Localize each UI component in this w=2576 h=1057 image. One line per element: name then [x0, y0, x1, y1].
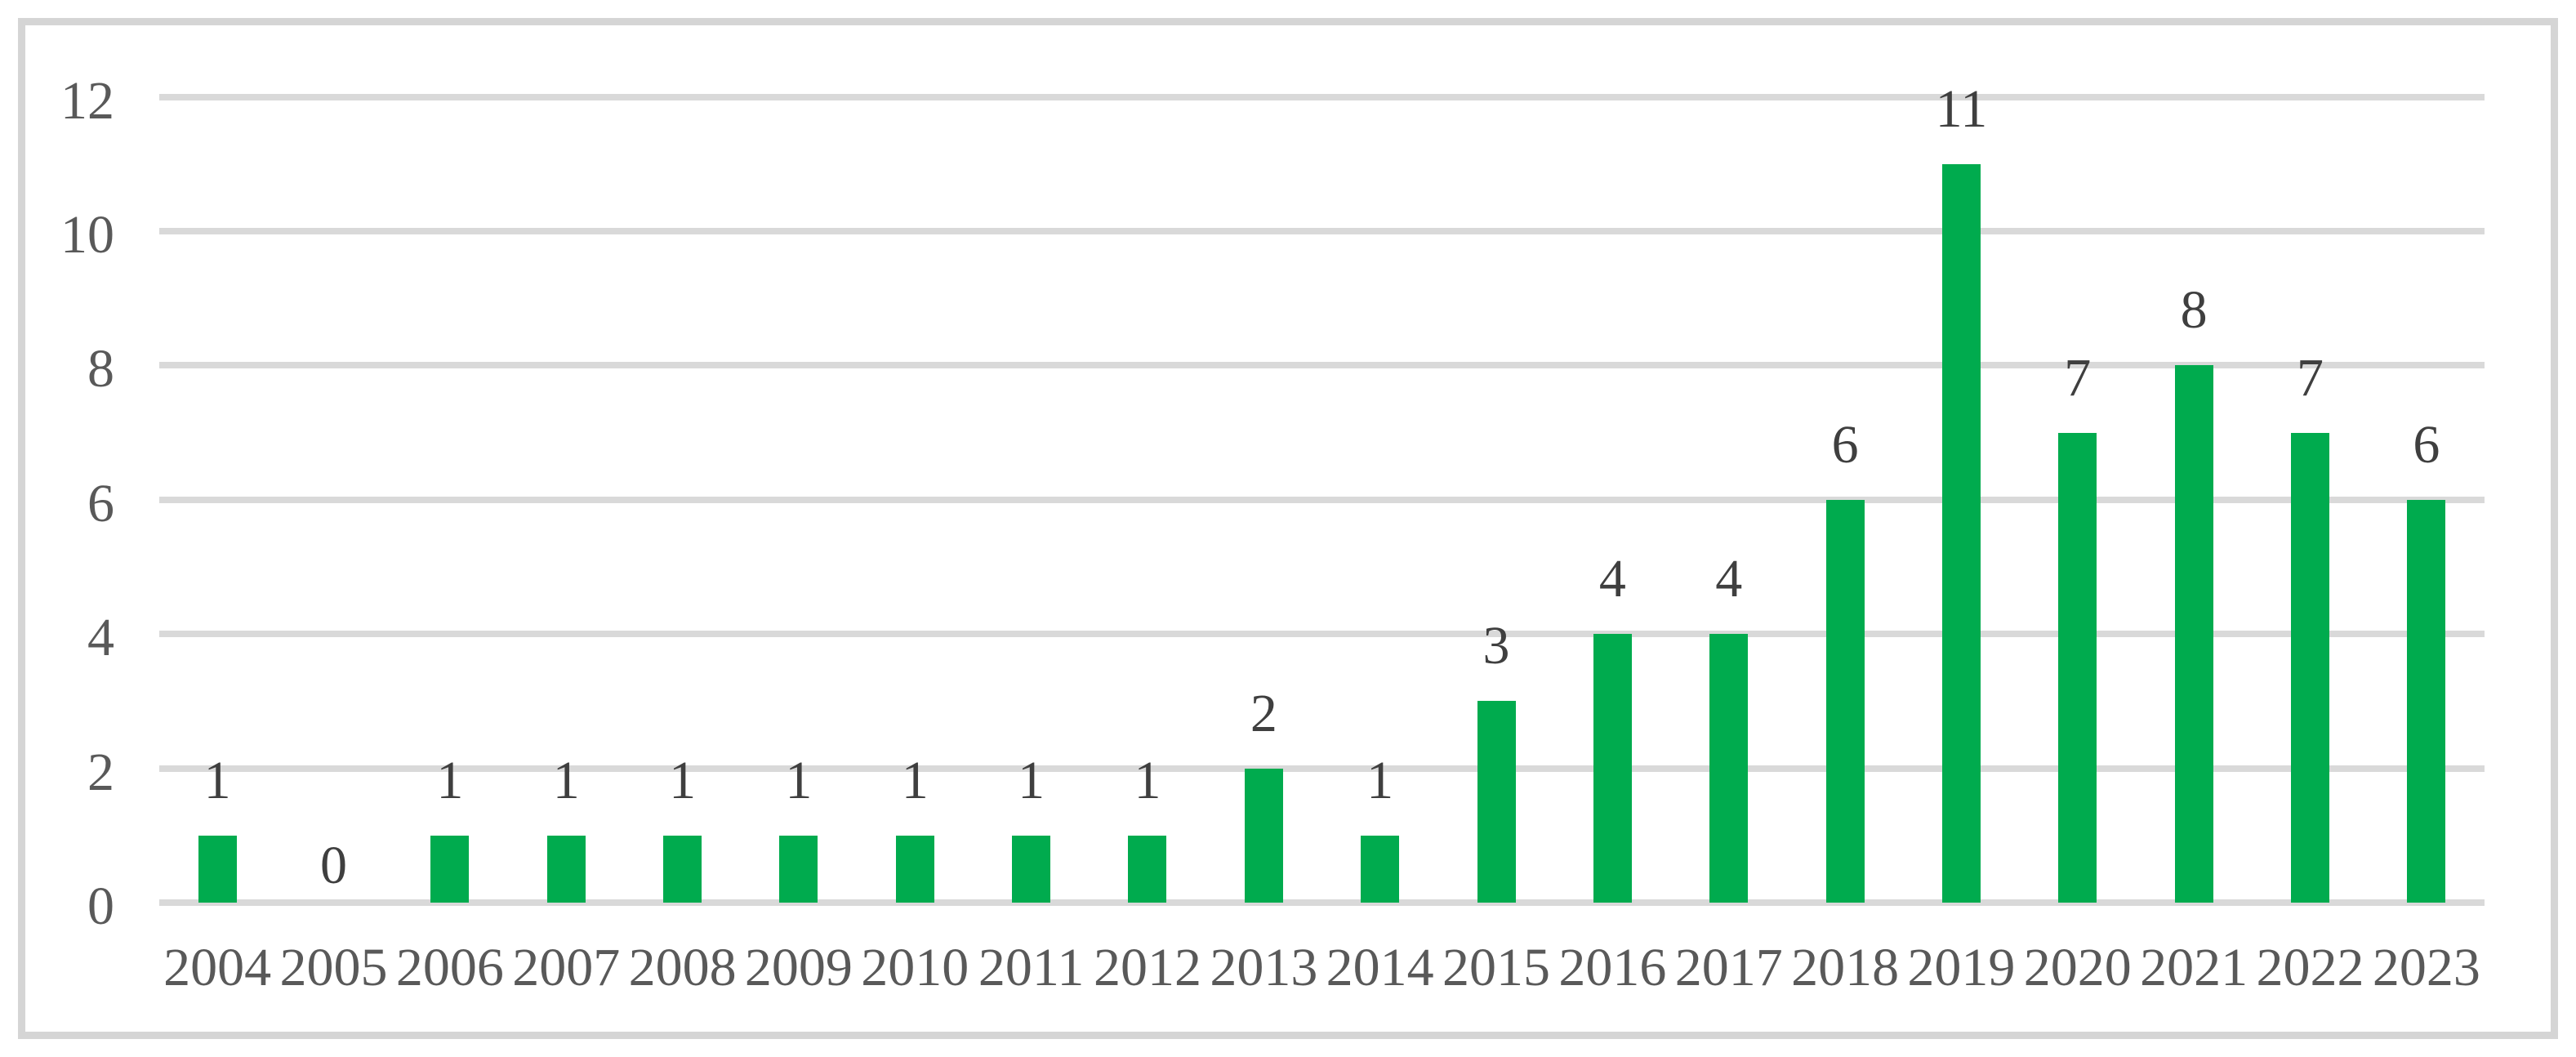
bar-2017: [1709, 634, 1749, 903]
bar-2020: [2058, 432, 2097, 903]
bar-value-label-2009: 1: [785, 750, 813, 810]
bar-value-label-2008: 1: [669, 750, 697, 810]
bar-2004: [198, 835, 237, 903]
bar-value-label-2004: 1: [203, 750, 231, 810]
bar-2021: [2174, 365, 2213, 903]
y-tick-label-2: 2: [87, 742, 114, 802]
gridline-12: [159, 93, 2485, 100]
x-tick-label-2004: 2004: [163, 938, 272, 997]
x-tick-label-2014: 2014: [1326, 938, 1434, 997]
x-tick-label-2021: 2021: [2140, 938, 2248, 997]
x-tick-label-2007: 2007: [512, 938, 621, 997]
y-tick-label-8: 8: [87, 339, 114, 399]
bar-2006: [430, 835, 470, 903]
gridline-0: [159, 899, 2485, 906]
x-tick-label-2015: 2015: [1442, 938, 1551, 997]
bar-value-label-2023: 6: [2413, 414, 2440, 475]
gridline-2: [159, 765, 2485, 772]
bar-value-label-2020: 7: [2064, 347, 2092, 408]
bar-2019: [1941, 163, 1981, 903]
gridline-8: [159, 362, 2485, 369]
x-tick-label-2013: 2013: [1210, 938, 1318, 997]
x-tick-label-2018: 2018: [1791, 938, 1900, 997]
bar-2010: [895, 835, 934, 903]
x-tick-label-2016: 2016: [1558, 938, 1667, 997]
bar-value-label-2022: 7: [2296, 347, 2324, 408]
x-tick-label-2005: 2005: [279, 938, 388, 997]
bar-value-label-2017: 4: [1715, 549, 1743, 609]
gridline-4: [159, 631, 2485, 638]
bar-2016: [1593, 634, 1632, 903]
bar-2012: [1128, 835, 1167, 903]
bar-2018: [1825, 499, 1865, 903]
x-tick-label-2012: 2012: [1093, 938, 1201, 997]
bar-2015: [1477, 701, 1516, 903]
y-tick-label-6: 6: [87, 473, 114, 533]
x-tick-label-2008: 2008: [628, 938, 737, 997]
bar-value-label-2006: 1: [436, 750, 464, 810]
bar-2013: [1244, 768, 1283, 903]
x-tick-label-2019: 2019: [1907, 938, 2016, 997]
bar-2022: [2290, 432, 2329, 903]
x-tick-label-2011: 2011: [978, 938, 1085, 997]
bar-value-label-2013: 2: [1250, 683, 1277, 743]
y-tick-label-10: 10: [60, 205, 114, 265]
bar-value-label-2011: 1: [1018, 750, 1045, 810]
bar-value-label-2021: 8: [2180, 280, 2208, 341]
bar-value-label-2014: 1: [1366, 750, 1394, 810]
x-tick-label-2010: 2010: [861, 938, 969, 997]
y-tick-label-0: 0: [87, 876, 114, 936]
bar-2014: [1361, 835, 1400, 903]
gridline-6: [159, 496, 2485, 503]
gridline-10: [159, 228, 2485, 234]
bar-value-label-2018: 6: [1831, 414, 1859, 475]
bar-2023: [2407, 499, 2446, 903]
x-tick-label-2023: 2023: [2372, 938, 2480, 997]
y-tick-label-4: 4: [87, 608, 114, 668]
bar-2007: [546, 835, 586, 903]
y-tick-label-12: 12: [60, 70, 114, 131]
x-tick-label-2020: 2020: [2023, 938, 2132, 997]
bar-2008: [663, 835, 702, 903]
x-tick-label-2022: 2022: [2256, 938, 2364, 997]
x-tick-label-2017: 2017: [1674, 938, 1783, 997]
bar-value-label-2012: 1: [1134, 750, 1161, 810]
bar-value-label-2016: 4: [1598, 549, 1626, 609]
bar-value-label-2010: 1: [901, 750, 929, 810]
bar-value-label-2015: 3: [1482, 616, 1510, 676]
bar-2011: [1012, 835, 1051, 903]
x-tick-label-2009: 2009: [744, 938, 853, 997]
bar-2009: [779, 835, 818, 903]
bar-value-label-2007: 1: [552, 750, 580, 810]
bar-value-label-2005: 0: [320, 836, 348, 895]
x-tick-label-2006: 2006: [395, 938, 504, 997]
bar-value-label-2019: 11: [1935, 78, 1988, 139]
